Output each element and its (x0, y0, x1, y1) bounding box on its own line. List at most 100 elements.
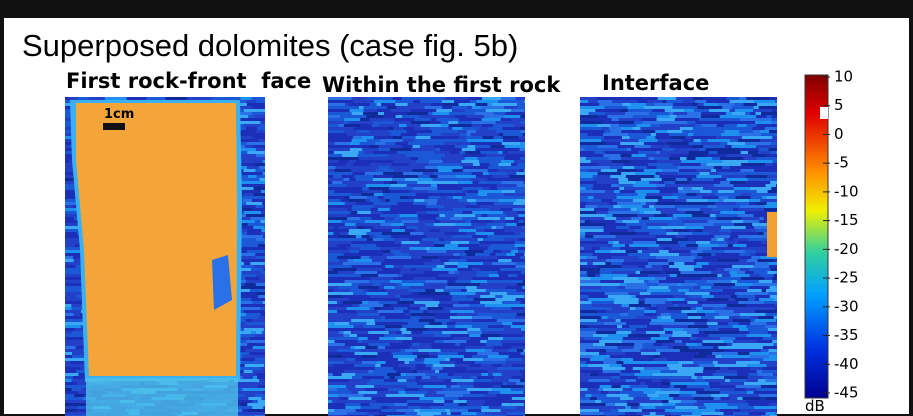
heatmap-cell (375, 169, 395, 172)
heatmap-cell (431, 259, 441, 262)
heatmap-cell (696, 175, 722, 178)
heatmap-cell (607, 391, 620, 394)
heatmap-cell (361, 361, 377, 364)
heatmap-cell (472, 355, 488, 358)
heatmap-cell (65, 247, 91, 250)
heatmap-cell (459, 253, 467, 256)
heatmap-cell (509, 121, 521, 124)
heatmap-cell (624, 352, 641, 355)
heatmap-cell (580, 241, 600, 244)
heatmap-cell (728, 367, 751, 370)
heatmap-cell (657, 307, 668, 310)
heatmap-cell (741, 346, 763, 349)
heatmap-cell (656, 166, 679, 169)
heatmap-cell (769, 352, 777, 355)
heatmap-cell (685, 343, 698, 346)
heatmap-cell (640, 352, 661, 355)
heatmap-cell (404, 229, 416, 232)
heatmap-cell (608, 157, 622, 160)
heatmap-cell (677, 241, 697, 244)
heatmap-cell (580, 220, 585, 223)
heatmap-cell (628, 304, 651, 307)
heatmap-cell (703, 103, 719, 106)
heatmap-cell (248, 175, 257, 178)
heatmap-cell (655, 412, 672, 415)
heatmap-cell (498, 274, 509, 277)
heatmap-cell (425, 247, 430, 250)
heatmap-cell (328, 106, 354, 109)
heatmap-cell (328, 127, 354, 130)
heatmap-cell (718, 172, 726, 175)
heatmap-cell (424, 394, 445, 397)
heatmap-cell (580, 364, 589, 367)
heatmap-cell (485, 289, 508, 292)
heatmap-cell (75, 346, 86, 349)
heatmap-cell (443, 289, 461, 292)
heatmap-cell (262, 301, 265, 304)
heatmap-cell (421, 238, 440, 241)
heatmap-cell (381, 103, 396, 106)
heatmap-cell (599, 247, 621, 250)
heatmap-cell (65, 235, 86, 238)
heatmap-cell (418, 208, 438, 211)
heatmap-cell (580, 97, 597, 100)
heatmap-cell (472, 370, 488, 373)
heatmap-cell (251, 331, 256, 334)
heatmap-cell (385, 265, 394, 268)
heatmap-cell (350, 346, 355, 349)
heatmap-cell (412, 169, 439, 172)
heatmap-cell (721, 121, 730, 124)
heatmap-cell (391, 133, 401, 136)
heatmap-cell (705, 379, 726, 382)
heatmap-cell (720, 409, 741, 412)
heatmap-cell (483, 277, 504, 280)
heatmap-cell (461, 256, 476, 259)
heatmap-cell (667, 223, 680, 226)
heatmap-cell (719, 388, 735, 391)
heatmap-cell (667, 358, 693, 361)
heatmap-cell (700, 277, 718, 280)
heatmap-cell (642, 121, 669, 124)
heatmap-cell (693, 259, 718, 262)
heatmap-cell (364, 172, 384, 175)
heatmap-cell (740, 151, 749, 154)
heatmap-cell (354, 271, 378, 274)
heatmap-cell (724, 250, 746, 253)
heatmap-cell (251, 268, 264, 271)
heatmap-cell (71, 331, 89, 334)
heatmap-cell (686, 244, 699, 247)
heatmap-cell (736, 124, 747, 127)
heatmap-cell (65, 409, 77, 412)
heatmap-cell (755, 253, 775, 256)
heatmap-cell (454, 373, 468, 376)
heatmap-cell (713, 283, 735, 286)
heatmap-cell (409, 286, 416, 289)
heatmap-cell (349, 196, 368, 199)
heatmap-cell (244, 394, 256, 397)
heatmap-cell (604, 151, 620, 154)
heatmap-cell (518, 247, 525, 250)
heatmap-cell (520, 232, 525, 235)
heatmap-cell (648, 229, 667, 232)
heatmap-cell (733, 340, 757, 343)
heatmap-cell (580, 391, 602, 394)
heatmap-cell (580, 388, 588, 391)
heatmap-cell (232, 130, 256, 133)
heatmap-cell (580, 193, 596, 196)
heatmap-cell (644, 301, 666, 304)
heatmap-cell (657, 316, 662, 319)
heatmap-cell (660, 124, 682, 127)
heatmap-cell (772, 340, 777, 343)
heatmap-cell (493, 346, 512, 349)
heatmap-cell (501, 181, 524, 184)
heatmap-cell (600, 280, 624, 283)
heatmap-cell (520, 370, 525, 373)
heatmap-cell (618, 181, 636, 184)
heatmap-cell (600, 169, 618, 172)
heatmap-cell (334, 190, 356, 193)
heatmap-cell (409, 232, 424, 235)
heatmap-cell (580, 115, 598, 118)
heatmap-cell (328, 253, 344, 256)
heatmap-cell (385, 394, 405, 397)
heatmap-cell (706, 322, 718, 325)
